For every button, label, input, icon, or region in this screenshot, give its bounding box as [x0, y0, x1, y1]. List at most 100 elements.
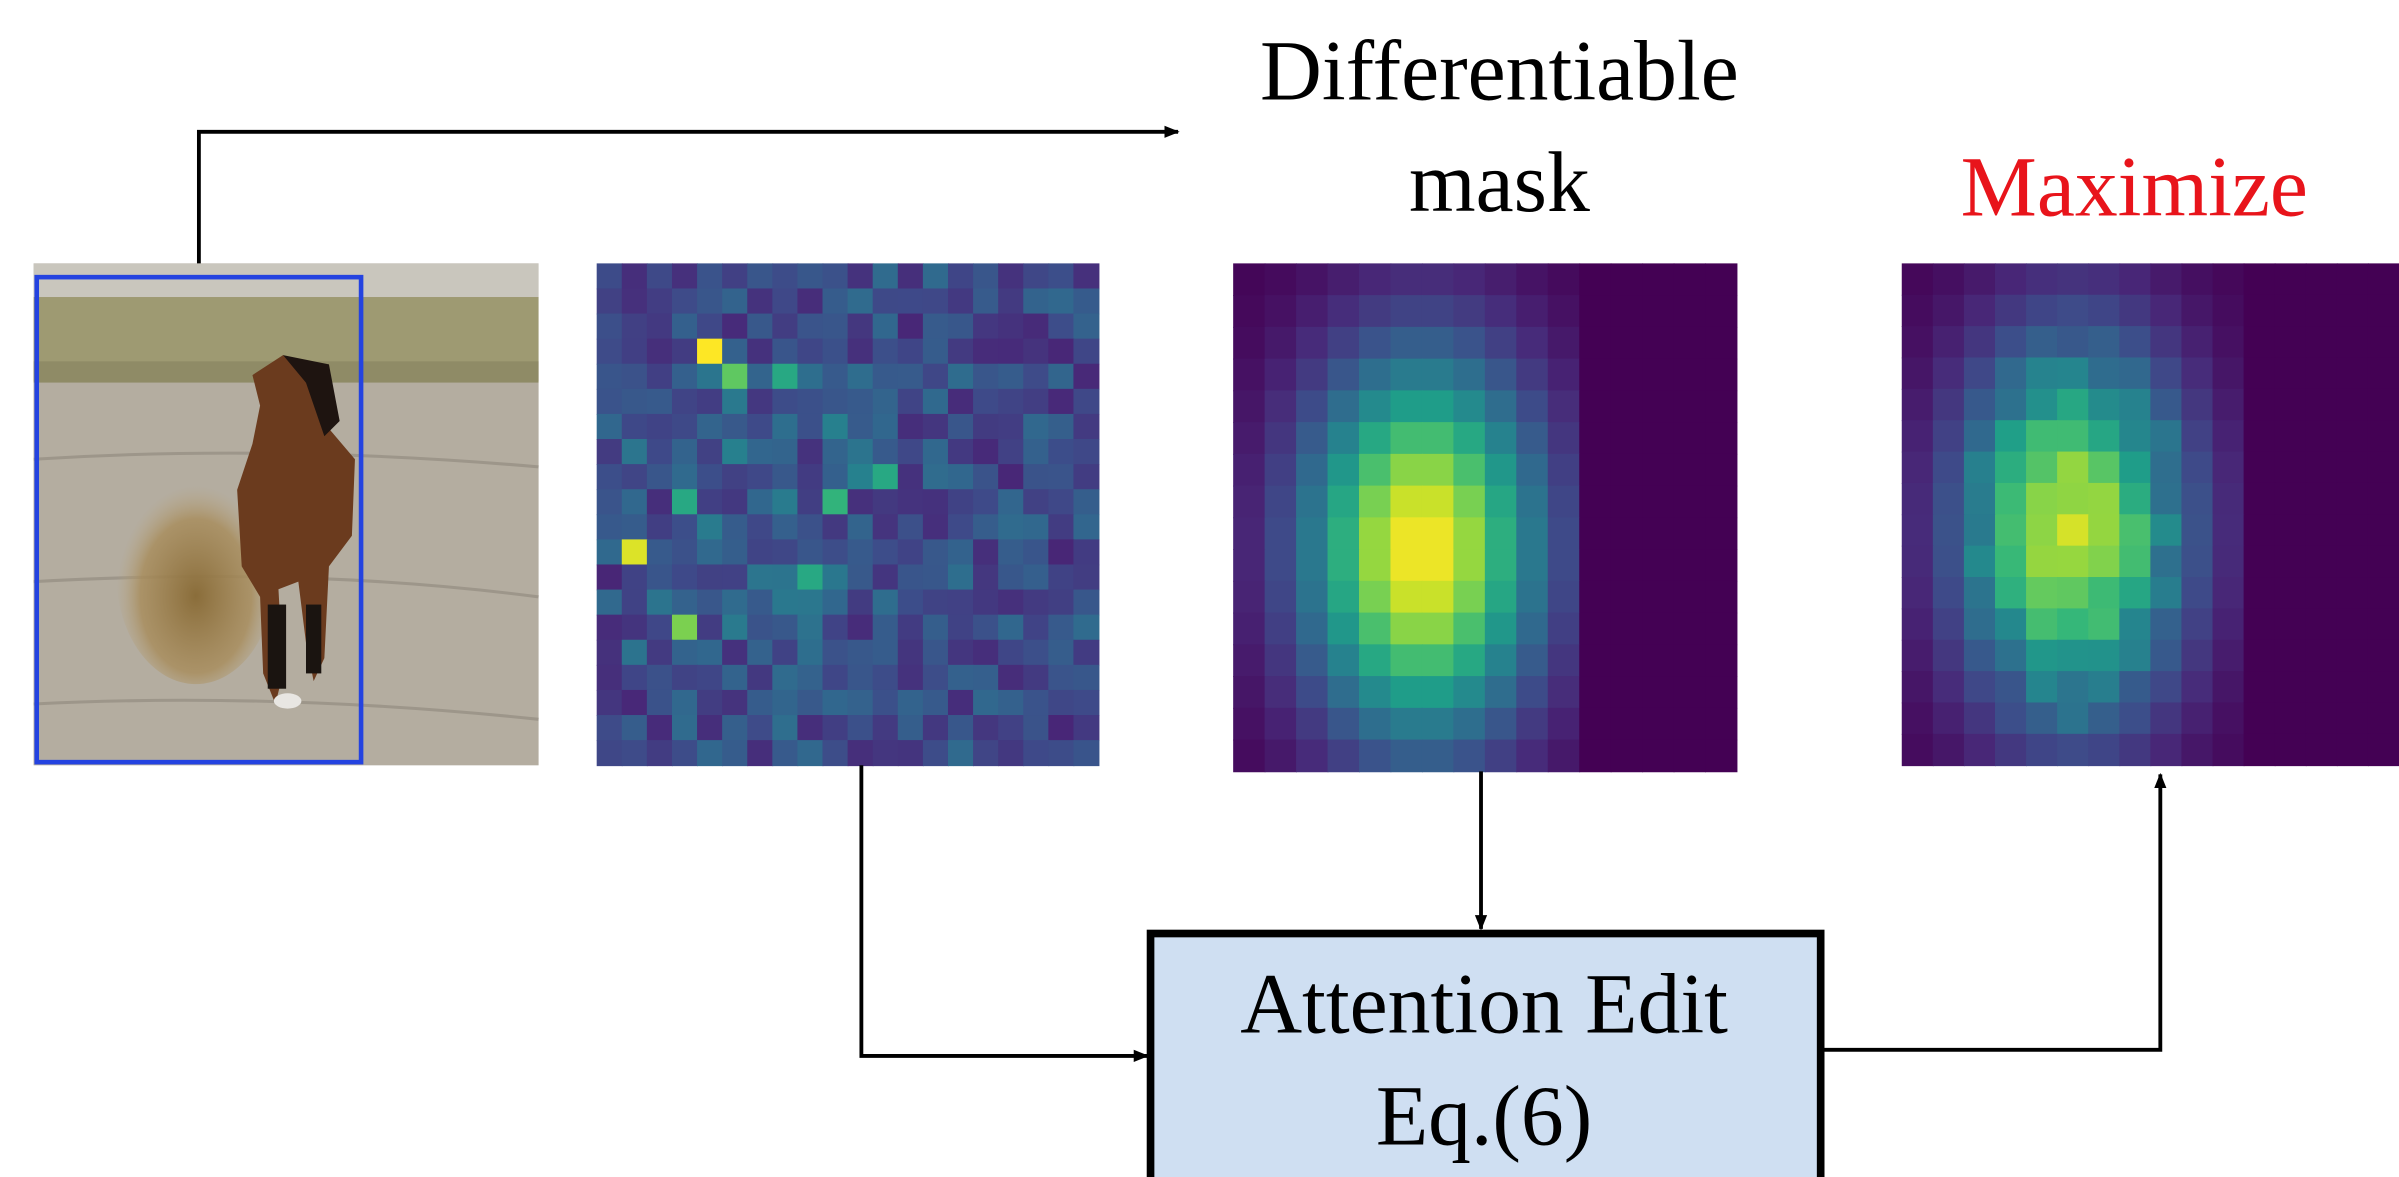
heatmap-cell — [1296, 390, 1328, 423]
heatmap-cell — [973, 665, 999, 691]
heatmap-cell — [647, 263, 673, 289]
heatmap-cell — [948, 464, 974, 490]
heatmap-cell — [923, 314, 949, 340]
heatmap-cell — [973, 715, 999, 741]
heatmap-cell — [1359, 486, 1391, 519]
heatmap-cell — [1611, 390, 1643, 423]
heatmap-cell — [1579, 390, 1611, 423]
heatmap-cell — [1296, 327, 1328, 360]
heatmap-cell — [1453, 263, 1485, 296]
heatmap-cell — [2306, 483, 2338, 515]
heatmap-cell — [948, 288, 974, 314]
page: Differentiable mask Maximize Attention E… — [0, 0, 2399, 1177]
heatmap-cell — [622, 590, 648, 616]
heatmap-cell — [948, 690, 974, 716]
heatmap-cell — [998, 314, 1024, 340]
heatmap-cell — [622, 263, 648, 289]
heatmap-cell — [597, 539, 623, 565]
heatmap-cell — [747, 590, 773, 616]
heatmap-cell — [1933, 452, 1965, 484]
heatmap-cell — [923, 690, 949, 716]
heatmap-cell — [923, 339, 949, 365]
heatmap-cell — [1296, 549, 1328, 582]
heatmap-cell — [973, 640, 999, 666]
heatmap-cell — [1516, 644, 1548, 677]
heatmap-cell — [898, 288, 924, 314]
heatmap-cell — [1642, 549, 1674, 582]
heatmap-cell — [873, 514, 899, 540]
heatmap-cell — [873, 364, 899, 390]
heatmap-cell — [1579, 676, 1611, 709]
heatmap-cell — [1579, 263, 1611, 296]
heatmap-cell — [848, 464, 874, 490]
heatmap-cell — [1705, 390, 1737, 423]
heatmap-cell — [2306, 608, 2338, 640]
heatmap-cell — [1359, 263, 1391, 296]
heatmap-cell — [647, 690, 673, 716]
heatmap-cell — [1265, 613, 1297, 646]
heatmap-cell — [1296, 454, 1328, 487]
heatmap-cell — [2026, 389, 2058, 421]
heatmap-cell — [1422, 295, 1454, 328]
heatmap-cell — [1485, 644, 1517, 677]
heatmap-cell — [873, 464, 899, 490]
heatmap-cell — [898, 339, 924, 365]
heatmap-cell — [2119, 357, 2151, 389]
heatmap-cell — [2026, 546, 2058, 578]
heatmap-cell — [647, 564, 673, 590]
heatmap-cell — [2088, 357, 2120, 389]
heatmap-cell — [1422, 581, 1454, 614]
heatmap-cell — [2026, 263, 2058, 295]
heatmap-cell — [1902, 263, 1934, 295]
heatmap-cell — [2119, 640, 2151, 672]
heatmap-cell — [898, 364, 924, 390]
heatmap-cell — [1579, 708, 1611, 741]
heatmap-cell — [1073, 364, 1099, 390]
heatmap-cell — [973, 690, 999, 716]
heatmap-cell — [1611, 359, 1643, 392]
heatmap-cell — [1023, 489, 1049, 515]
heatmap-cell — [1296, 422, 1328, 455]
heatmap-cell — [848, 514, 874, 540]
heatmap-cell — [898, 539, 924, 565]
heatmap-cell — [2181, 546, 2213, 578]
heatmap-cell — [1233, 359, 1265, 392]
heatmap-cell — [1422, 390, 1454, 423]
heatmap-cell — [2368, 295, 2399, 327]
heatmap-cell — [622, 615, 648, 641]
heatmap-cell — [1902, 483, 1934, 515]
heatmap-cell — [1548, 708, 1580, 741]
heatmap-cell — [1265, 327, 1297, 360]
heatmap-cell — [697, 514, 723, 540]
heatmap-cell — [597, 339, 623, 365]
heatmap-cell — [797, 615, 823, 641]
heatmap-cell — [2057, 546, 2089, 578]
heatmap-cell — [2368, 608, 2399, 640]
horse-photo — [34, 263, 539, 765]
heatmap-cell — [1995, 608, 2027, 640]
heatmap-cell — [1422, 327, 1454, 360]
heatmap-cell — [1073, 640, 1099, 666]
heatmap-cell — [1902, 357, 1934, 389]
heatmap-cell — [747, 314, 773, 340]
heatmap-cell — [1390, 263, 1422, 296]
heatmap-cell — [2244, 702, 2276, 734]
heatmap-cell — [873, 715, 899, 741]
heatmap-cell — [1453, 581, 1485, 614]
heatmap-cell — [2026, 452, 2058, 484]
heatmap-cell — [948, 740, 974, 766]
heatmap-cell — [2306, 263, 2338, 295]
heatmap-cell — [2026, 357, 2058, 389]
heatmap-cell — [1359, 708, 1391, 741]
heatmap-cell — [647, 665, 673, 691]
mask-label: Differentiable — [1260, 23, 1739, 118]
heatmap-cell — [1359, 295, 1391, 328]
heatmap-cell — [672, 464, 698, 490]
heatmap-cell — [1023, 715, 1049, 741]
heatmap-cell — [772, 690, 798, 716]
heatmap-cell — [1328, 613, 1360, 646]
heatmap-cell — [1422, 740, 1454, 773]
maximize-label: Maximize — [1961, 140, 2308, 235]
heatmap-cell — [873, 615, 899, 641]
heatmap-cell — [1548, 676, 1580, 709]
